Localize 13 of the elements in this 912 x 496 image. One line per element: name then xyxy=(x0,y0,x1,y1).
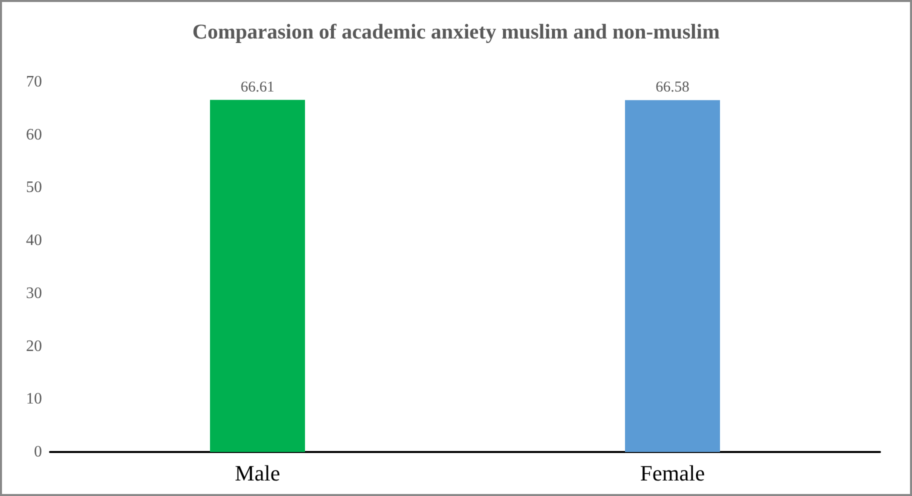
y-tick-label: 40 xyxy=(26,232,42,250)
x-tick-label: Male xyxy=(234,460,280,486)
y-tick-label: 60 xyxy=(26,126,42,144)
y-tick-label: 70 xyxy=(26,74,42,90)
x-tick-label: Female xyxy=(640,460,705,486)
y-tick-label: 0 xyxy=(34,444,42,460)
chart-title: Comparasion of academic anxiety muslim and non-muslim xyxy=(192,20,720,44)
y-tick-label: 10 xyxy=(26,390,42,408)
y-tick-label: 30 xyxy=(26,284,42,302)
y-tick-label: 50 xyxy=(26,179,42,196)
y-tick-label: 20 xyxy=(26,338,42,355)
data-label: 66.58 xyxy=(656,80,690,96)
data-label: 66.61 xyxy=(240,79,274,96)
